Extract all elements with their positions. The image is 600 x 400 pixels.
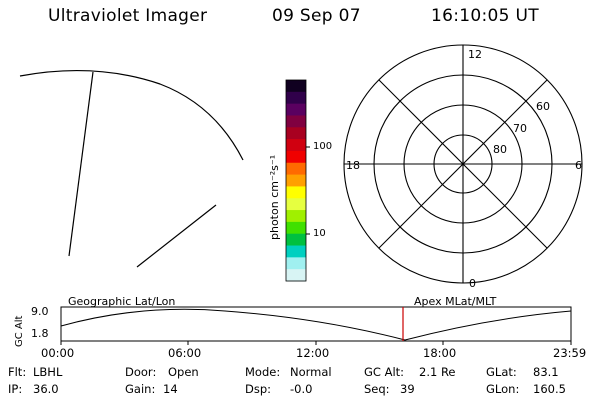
glon-label: GLon:	[486, 382, 520, 396]
colorbar-frame	[285, 79, 307, 282]
mlt-label-6: 6	[575, 159, 582, 172]
dsp-value: -0.0	[290, 382, 313, 396]
seq-value: 39	[400, 382, 415, 396]
gc-alt-value: 2.1 Re	[419, 365, 456, 379]
colorbar-cell	[286, 127, 306, 140]
gain-label: Gain:	[125, 382, 156, 396]
mlt-label-18: 18	[346, 159, 360, 172]
colorbar-label-100: 100	[313, 141, 333, 152]
instrument-title: Ultraviolet Imager	[48, 6, 208, 26]
globe-diagonal-line	[136, 204, 217, 268]
mode-label: Mode:	[245, 365, 281, 379]
glon-value: 160.5	[533, 382, 566, 396]
colorbar-cell	[286, 115, 306, 128]
glat-value: 83.1	[533, 365, 559, 379]
door-label: Door:	[125, 365, 157, 379]
colorbar-cell	[286, 198, 306, 211]
filter-label: Flt:	[8, 365, 27, 379]
gain-value: 14	[163, 382, 178, 396]
colorbar-label-10: 10	[313, 228, 326, 239]
gc-alt-label: GC Alt:	[364, 365, 405, 379]
colorbar-cell	[286, 150, 306, 164]
colorbar-cell	[286, 91, 306, 105]
colorbar-cell	[286, 233, 306, 247]
timeline-apex-label: Apex MLat/MLT	[414, 295, 497, 308]
mlat-label-70: 70	[513, 122, 527, 135]
altitude-curve	[60, 308, 572, 341]
mlt-label-12: 12	[468, 48, 482, 61]
globe-meridian-line	[68, 71, 94, 257]
colorbar-cell	[286, 162, 306, 176]
colorbar-cell	[286, 210, 306, 223]
time-label-2359: 23:59	[553, 346, 587, 360]
timeline-geographic-label: Geographic Lat/Lon	[68, 295, 176, 308]
seq-label: Seq:	[364, 382, 390, 396]
colorbar-cell	[286, 221, 306, 235]
mode-value: Normal	[290, 365, 332, 379]
colorbar-cell	[286, 245, 306, 258]
door-value: Open	[168, 365, 199, 379]
colorbar-cell	[286, 103, 306, 117]
colorbar-cell	[286, 139, 306, 152]
ip-value: 36.0	[33, 382, 59, 396]
time-label-0000: 00:00	[41, 346, 75, 360]
globe-limb-arc	[19, 69, 244, 161]
glat-label: GLat:	[486, 365, 517, 379]
observation-time: 16:10:05 UT	[431, 6, 539, 26]
colorbar-cell	[286, 257, 306, 270]
mlt-label-0: 0	[469, 277, 476, 290]
polar-diagonal-2	[378, 79, 548, 249]
time-label-1200: 12:00	[296, 346, 330, 360]
timeline-ymin: 1.8	[31, 327, 49, 340]
colorbar-cell	[286, 174, 306, 188]
filter-value: LBHL	[33, 365, 63, 379]
mlat-label-60: 60	[536, 100, 550, 113]
colorbar-cell	[286, 80, 306, 93]
observation-date: 09 Sep 07	[272, 6, 361, 26]
colorbar-cell	[286, 269, 306, 282]
colorbar-cell	[286, 186, 306, 199]
ip-label: IP:	[8, 382, 23, 396]
timeline-axis-title: GC Alt	[14, 315, 25, 347]
time-label-1800: 18:00	[423, 346, 457, 360]
timeline-ymax: 9.0	[31, 305, 49, 318]
mlat-label-80: 80	[493, 143, 507, 156]
dsp-label: Dsp:	[245, 382, 272, 396]
time-label-0600: 06:00	[168, 346, 202, 360]
